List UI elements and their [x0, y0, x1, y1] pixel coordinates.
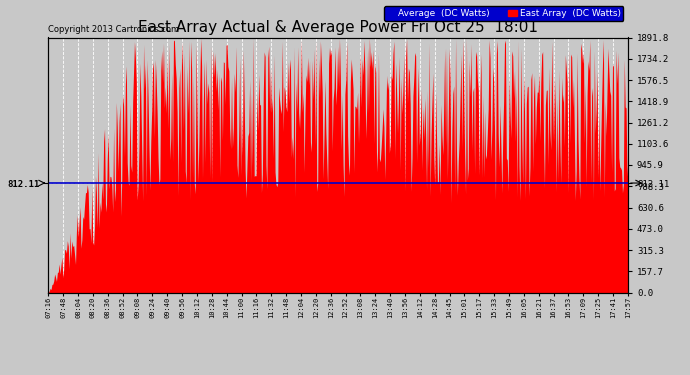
Text: Copyright 2013 Cartronics.com: Copyright 2013 Cartronics.com — [48, 25, 179, 34]
Title: East Array Actual & Average Power Fri Oct 25  18:01: East Array Actual & Average Power Fri Oc… — [138, 20, 538, 35]
Legend: Average  (DC Watts), East Array  (DC Watts): Average (DC Watts), East Array (DC Watts… — [384, 6, 623, 21]
